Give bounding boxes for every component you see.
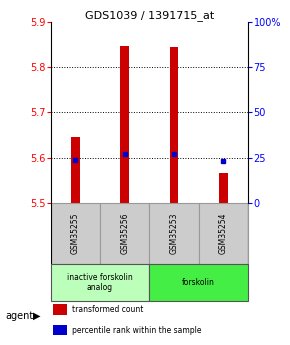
Bar xyxy=(53,325,66,335)
Bar xyxy=(149,203,199,264)
Title: GDS1039 / 1391715_at: GDS1039 / 1391715_at xyxy=(85,10,214,21)
Bar xyxy=(51,264,149,301)
Text: GSM35256: GSM35256 xyxy=(120,213,129,254)
Bar xyxy=(170,47,178,203)
Text: inactive forskolin
analog: inactive forskolin analog xyxy=(67,273,133,293)
Bar xyxy=(71,137,80,203)
Bar xyxy=(100,203,149,264)
Text: transformed count: transformed count xyxy=(72,305,144,314)
Text: agent: agent xyxy=(6,311,34,321)
Bar xyxy=(199,203,248,264)
Text: GSM35254: GSM35254 xyxy=(219,213,228,254)
Bar xyxy=(120,46,129,203)
Bar xyxy=(219,173,228,203)
Text: percentile rank within the sample: percentile rank within the sample xyxy=(72,326,202,335)
Text: ▶: ▶ xyxy=(33,311,41,321)
Bar xyxy=(149,264,248,301)
Bar xyxy=(51,203,100,264)
Text: GSM35253: GSM35253 xyxy=(169,213,179,254)
Bar xyxy=(53,304,66,315)
Text: forskolin: forskolin xyxy=(182,278,215,287)
Text: GSM35255: GSM35255 xyxy=(71,213,80,254)
